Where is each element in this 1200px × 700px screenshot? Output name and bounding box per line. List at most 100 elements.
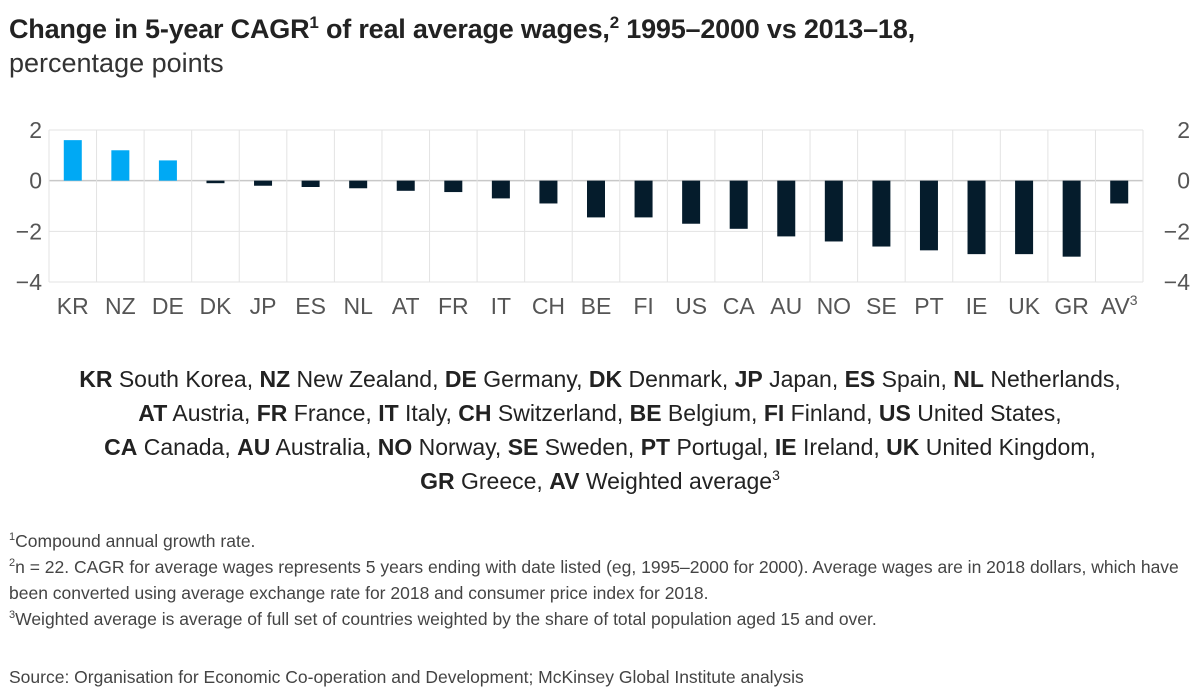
legend-entry: GR Greece, <box>420 468 550 494</box>
x-axis-labels: KR NZ DE DK JP ES NL AT FR IT CH BE FI US CA AU NO SE PT IE… <box>57 292 1138 319</box>
legend-entry: SE Sweden, <box>507 434 641 460</box>
chart-subtitle: percentage points <box>9 48 224 78</box>
x-tick-label: SE <box>866 293 897 319</box>
title-part: of real average wages, <box>318 14 610 44</box>
footnote: 3Weighted average is average of full set… <box>9 606 1194 632</box>
bar-av <box>1110 180 1129 204</box>
x-tick-label: PT <box>914 293 943 319</box>
legend-entry: DK Denmark, <box>588 366 735 392</box>
bar-chart: 2 0 −2 −4 2 0 −2 −4 KR NZ DE DK JP ES NL AT FR IT CH BE FI… <box>16 117 1190 319</box>
legend-code: FR <box>256 400 288 426</box>
bar-jp <box>254 180 273 186</box>
legend-name: Denmark <box>622 366 722 392</box>
footnote-number: 3 <box>9 609 16 621</box>
footnote: 1Compound annual growth rate. <box>9 528 1194 554</box>
legend-name: South Korea <box>112 366 247 392</box>
title-main: Change in 5-year CAGR1 of real average w… <box>9 14 915 44</box>
grid-lines <box>48 129 1144 283</box>
footnote-text: n = 22. CAGR for average wages represent… <box>9 557 1179 603</box>
legend-entry: NZ New Zealand, <box>259 366 445 392</box>
legend-name: Germany <box>476 366 577 392</box>
legend-name: Ireland <box>796 434 874 460</box>
legend-code: DK <box>588 366 623 392</box>
legend-entry: DE Germany, <box>444 366 589 392</box>
bar-ch <box>539 180 558 204</box>
footnote-number: 1 <box>9 531 16 543</box>
legend-name: Italy <box>398 400 446 426</box>
legend-entry: PT Portugal, <box>640 434 775 460</box>
legend-line: CA Canada, AU Australia, NO Norway, SE S… <box>0 430 1200 464</box>
bar-se <box>872 180 891 247</box>
bar-fi <box>634 180 653 218</box>
footnote-text: Compound annual growth rate. <box>15 531 256 551</box>
legend-code: ES <box>844 366 876 392</box>
x-tick-label: IE <box>966 293 988 319</box>
x-tick-label: CA <box>723 293 756 319</box>
y-axis-left: 2 0 −2 −4 <box>16 117 42 295</box>
x-tick-label: FI <box>633 293 653 319</box>
legend-code: GR <box>420 468 455 494</box>
legend-code: FI <box>763 400 785 426</box>
legend-entry: NO Norway, <box>377 434 508 460</box>
x-tick-label: AU <box>770 293 802 319</box>
legend-entry: CH Switzerland, <box>458 400 630 426</box>
x-tick-label: NO <box>817 293 852 319</box>
legend-name: Canada <box>137 434 225 460</box>
legend-code: SE <box>507 434 539 460</box>
y-tick-label-left: −4 <box>16 269 42 295</box>
legend-code: KR <box>79 366 113 392</box>
legend-code: NL <box>953 366 984 392</box>
chart-title: Change in 5-year CAGR1 of real average w… <box>9 12 1189 80</box>
x-tick-label: NL <box>343 293 373 319</box>
bar-es <box>301 180 320 187</box>
x-tick-label: US <box>675 293 707 319</box>
y-axis-right: 2 0 −2 −4 <box>1164 117 1190 295</box>
legend-entry: NL Netherlands, <box>953 366 1121 392</box>
bar-it <box>491 180 510 199</box>
legend-name: Austria <box>167 400 244 426</box>
legend-name: Sweden <box>538 434 628 460</box>
legend-code: DE <box>444 366 477 392</box>
title-part: 1995–2000 vs 2013–18, <box>618 14 915 44</box>
legend-entry: CA Canada, <box>104 434 238 460</box>
legend-entry: IT Italy, <box>378 400 459 426</box>
x-tick-label: GR <box>1054 293 1089 319</box>
legend-code: IT <box>378 400 399 426</box>
x-tick-label: DK <box>200 293 233 319</box>
y-tick-label-right: 2 <box>1177 117 1190 143</box>
y-tick-label-right: −4 <box>1164 269 1190 295</box>
legend-name: Japan <box>762 366 832 392</box>
legend-code: NZ <box>259 366 291 392</box>
y-tick-label-right: 0 <box>1177 168 1190 194</box>
legend-entry: IE Ireland, <box>774 434 887 460</box>
legend-entry: US United States, <box>878 400 1062 426</box>
source-note: Source: Organisation for Economic Co-ope… <box>9 667 804 687</box>
x-tick-label: BE <box>581 293 612 319</box>
legend-entry: KR South Korea, <box>79 366 260 392</box>
legend-name: Weighted average <box>579 468 773 494</box>
x-tick-label: AT <box>392 293 420 319</box>
bar-fr <box>444 180 463 193</box>
legend-entry: AT Austria, <box>138 400 257 426</box>
footnote-ref: 3 <box>772 467 780 483</box>
legend-code: AV <box>549 468 580 494</box>
legend-name: Netherlands <box>983 366 1115 392</box>
legend-entry: UK United Kingdom, <box>886 434 1096 460</box>
legend-name: Spain <box>875 366 941 392</box>
x-tick-label: CH <box>532 293 565 319</box>
bar-gr <box>1062 180 1081 257</box>
legend-line: AT Austria, FR France, IT Italy, CH Swit… <box>0 396 1200 430</box>
footnote-ref-2: 2 <box>609 13 619 32</box>
x-tick-label: IT <box>491 293 511 319</box>
legend-name: Belgium <box>661 400 752 426</box>
legend-entry: FI Finland, <box>763 400 879 426</box>
bar-no <box>824 180 843 242</box>
legend-name: Greece <box>454 468 537 494</box>
x-tick-label: FR <box>438 293 469 319</box>
legend-code: AT <box>138 400 168 426</box>
x-tick-label: ES <box>295 293 326 319</box>
legend-name: Australia <box>270 434 365 460</box>
legend-entry: AU Australia, <box>237 434 378 460</box>
legend-name: Finland <box>784 400 867 426</box>
legend-code: US <box>878 400 911 426</box>
